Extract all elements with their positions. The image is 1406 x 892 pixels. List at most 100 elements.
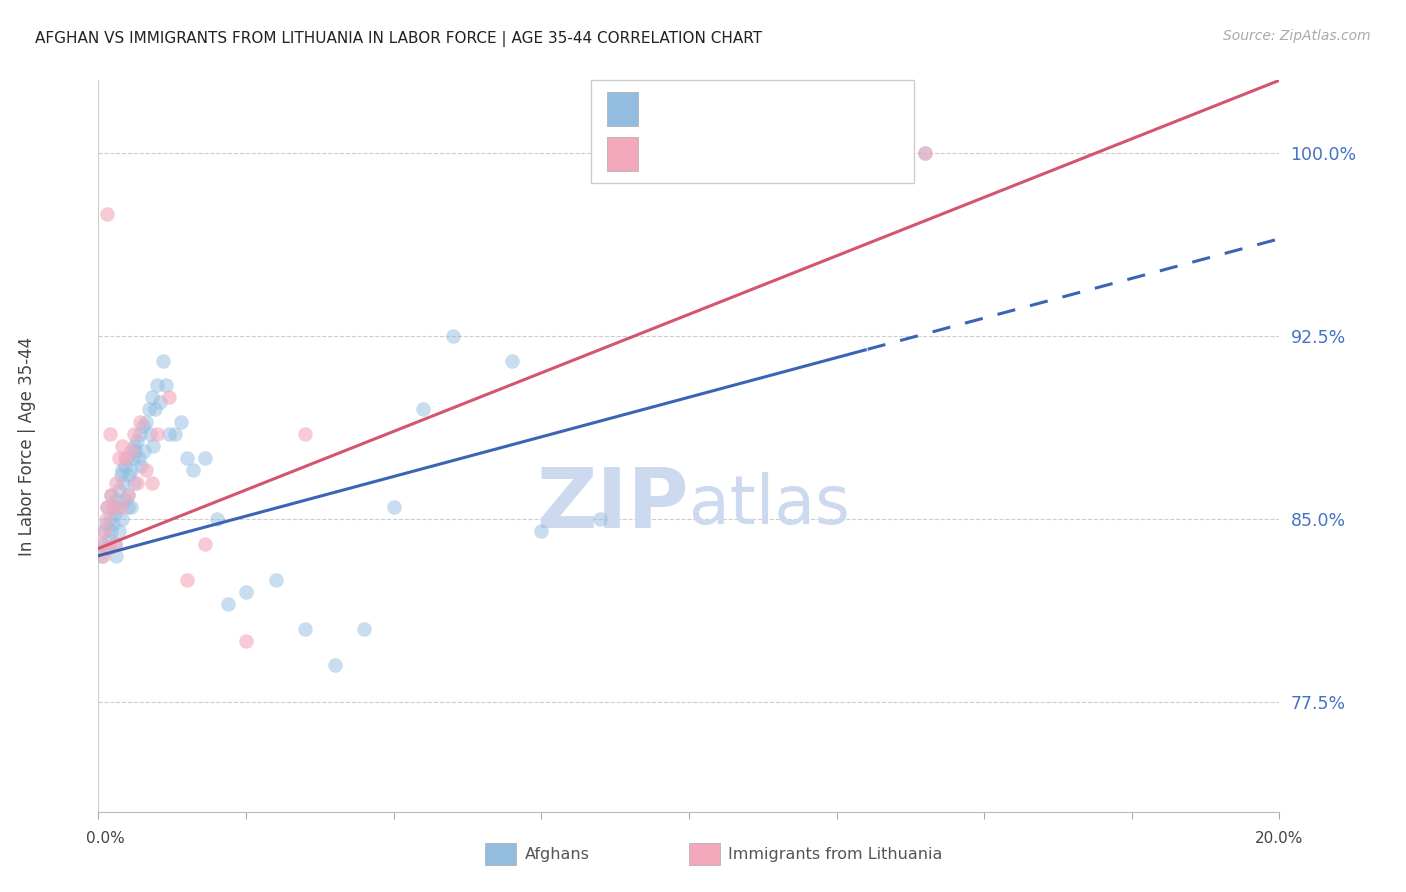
Point bbox=[91, 549, 114, 563]
Point bbox=[100, 488, 122, 502]
Point bbox=[120, 500, 142, 514]
Point bbox=[117, 488, 139, 502]
Text: 0.377: 0.377 bbox=[692, 100, 754, 119]
Point bbox=[294, 622, 316, 636]
Point bbox=[96, 500, 118, 514]
Point bbox=[90, 536, 112, 550]
Point bbox=[122, 439, 145, 453]
Point bbox=[115, 451, 138, 466]
Point bbox=[111, 463, 134, 477]
Text: N =: N = bbox=[758, 100, 814, 119]
Point bbox=[141, 390, 163, 404]
Point bbox=[118, 468, 141, 483]
Point bbox=[93, 524, 115, 539]
Point bbox=[103, 516, 125, 531]
Point bbox=[143, 402, 166, 417]
Point bbox=[114, 451, 136, 466]
Point bbox=[176, 573, 198, 587]
Text: R =: R = bbox=[652, 145, 695, 163]
Text: 0.750: 0.750 bbox=[692, 145, 754, 163]
Point bbox=[501, 353, 523, 368]
Point bbox=[157, 390, 180, 404]
Point bbox=[91, 536, 114, 550]
Point bbox=[96, 207, 118, 221]
Point bbox=[110, 500, 132, 514]
Point bbox=[96, 541, 118, 556]
Point bbox=[152, 353, 174, 368]
Point bbox=[108, 483, 131, 497]
Point bbox=[120, 443, 142, 458]
Point bbox=[235, 634, 257, 648]
Point bbox=[104, 536, 127, 550]
Point bbox=[165, 426, 187, 441]
Text: 20.0%: 20.0% bbox=[1256, 831, 1303, 846]
Point bbox=[112, 475, 135, 490]
Point bbox=[134, 443, 156, 458]
Point bbox=[104, 536, 127, 550]
Text: R =: R = bbox=[652, 100, 695, 119]
Point bbox=[103, 500, 125, 514]
Point bbox=[120, 463, 142, 477]
Point bbox=[114, 492, 136, 507]
Point bbox=[914, 146, 936, 161]
Text: atlas: atlas bbox=[689, 472, 849, 538]
Point bbox=[264, 573, 287, 587]
Text: N =: N = bbox=[758, 145, 814, 163]
Point bbox=[122, 426, 145, 441]
Point bbox=[124, 443, 146, 458]
Point bbox=[105, 500, 128, 514]
Point bbox=[412, 402, 434, 417]
Text: Source: ZipAtlas.com: Source: ZipAtlas.com bbox=[1223, 29, 1371, 43]
Point bbox=[128, 415, 150, 429]
Point bbox=[141, 475, 163, 490]
Point bbox=[110, 468, 132, 483]
Point bbox=[105, 549, 128, 563]
Point bbox=[530, 524, 553, 539]
Text: Afghans: Afghans bbox=[524, 847, 589, 862]
Point bbox=[90, 549, 112, 563]
Point bbox=[100, 524, 122, 539]
Text: 72: 72 bbox=[818, 100, 845, 119]
Text: ZIP: ZIP bbox=[537, 464, 689, 545]
Text: AFGHAN VS IMMIGRANTS FROM LITHUANIA IN LABOR FORCE | AGE 35-44 CORRELATION CHART: AFGHAN VS IMMIGRANTS FROM LITHUANIA IN L… bbox=[35, 31, 762, 47]
Point bbox=[125, 475, 148, 490]
Point bbox=[117, 500, 139, 514]
Point bbox=[181, 463, 204, 477]
Point bbox=[146, 378, 169, 392]
Point bbox=[138, 402, 160, 417]
Point bbox=[122, 475, 145, 490]
Point bbox=[121, 451, 143, 466]
Point bbox=[382, 500, 405, 514]
Point bbox=[111, 439, 134, 453]
Point bbox=[194, 536, 217, 550]
Text: Immigrants from Lithuania: Immigrants from Lithuania bbox=[728, 847, 942, 862]
Point bbox=[155, 378, 177, 392]
Point bbox=[589, 512, 612, 526]
Point bbox=[678, 146, 700, 161]
Point bbox=[139, 426, 162, 441]
Point bbox=[117, 488, 139, 502]
Point bbox=[176, 451, 198, 466]
Point bbox=[135, 415, 157, 429]
Point bbox=[323, 658, 346, 673]
Point bbox=[98, 512, 121, 526]
Point bbox=[94, 516, 117, 531]
Point bbox=[132, 419, 155, 434]
Point bbox=[98, 532, 121, 546]
Point bbox=[170, 415, 193, 429]
Point bbox=[135, 463, 157, 477]
Point bbox=[114, 458, 136, 473]
Point bbox=[149, 395, 172, 409]
Point bbox=[104, 508, 127, 522]
Point bbox=[98, 541, 121, 556]
Y-axis label: In Labor Force | Age 35-44: In Labor Force | Age 35-44 bbox=[18, 336, 37, 556]
Point bbox=[142, 439, 165, 453]
Point bbox=[128, 426, 150, 441]
Point bbox=[111, 512, 134, 526]
Point bbox=[205, 512, 228, 526]
Point bbox=[93, 524, 115, 539]
Point bbox=[98, 426, 121, 441]
Point bbox=[353, 622, 375, 636]
Point bbox=[914, 146, 936, 161]
Point bbox=[103, 500, 125, 514]
